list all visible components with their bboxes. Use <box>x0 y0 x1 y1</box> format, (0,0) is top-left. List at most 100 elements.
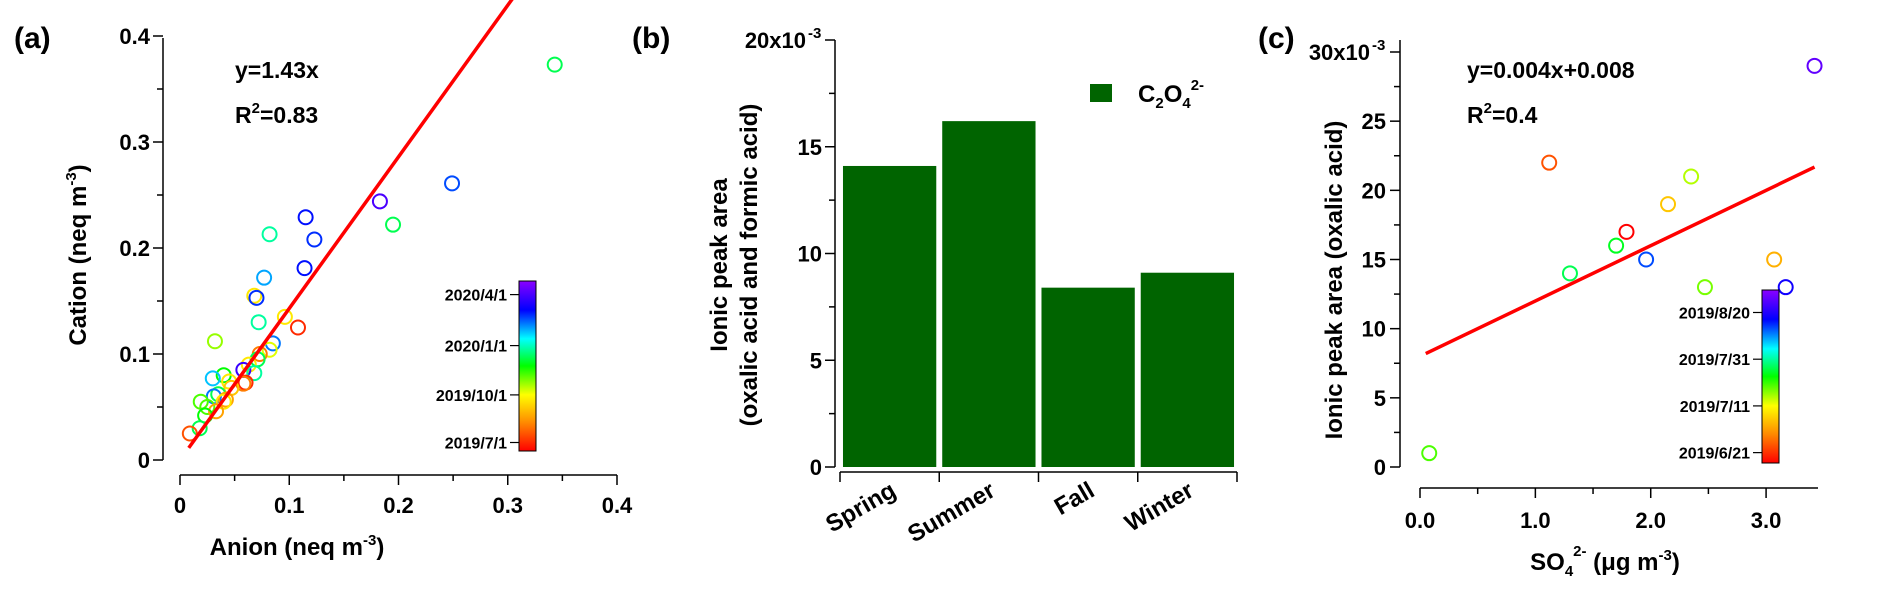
panel-a-colorbar-tick-label: 2020/4/1 <box>445 288 507 305</box>
panel-b-legend-label: C2O42- <box>1138 77 1204 112</box>
panel-c-data-point <box>1421 445 1438 462</box>
panel-b-plot-area: 0 5 10 15 20x10 -3 Spring Summer Fall Winter <box>745 25 1238 548</box>
panel-a-data-point <box>240 356 257 373</box>
panel-a-data-point <box>248 289 265 306</box>
panel-b-x-tick-label: Fall <box>1050 477 1099 521</box>
panel-a-fit-line <box>187 0 514 449</box>
panel-a-colorbar-tick-label: 2020/1/1 <box>445 339 507 356</box>
panel-b-x-tick-label: Spring <box>821 477 900 538</box>
panel-c-y-tick-label: 15 <box>1362 248 1386 273</box>
panel-a-y-tick-label: 0.2 <box>119 236 150 261</box>
panel-b-y-tick-label: 20x10 <box>745 28 806 53</box>
panel-c-plot-area: 0 5 10 15 20 25 30x10 -3 0.0 1.0 2.0 3.0 <box>1309 37 1823 533</box>
panel-c-x-tick-label: 0.0 <box>1405 508 1436 533</box>
panel-c-equation: y=0.004x+0.008 <box>1467 57 1635 83</box>
panel-a-data-point <box>371 193 388 210</box>
panel-a-data-point <box>276 308 293 325</box>
panel-c-data-point <box>1766 251 1783 268</box>
panel-b-x-tick-label: Summer <box>903 477 1000 548</box>
panel-c-colorbar-tick-label: 2019/6/21 <box>1679 446 1750 463</box>
panel-c-data-point <box>1638 251 1655 268</box>
panel-c-x-tick-label: 1.0 <box>1520 508 1551 533</box>
panel-b-y-axis-title-line1: Ionic peak area <box>706 178 733 352</box>
panel-c-y-tick-exponent: -3 <box>1372 37 1385 54</box>
panel-c-label: (c) <box>1258 22 1295 55</box>
panel-c-data-point <box>1618 223 1635 240</box>
panel-a-data-point <box>215 393 232 410</box>
panel-a-x-tick-label: 0.3 <box>492 493 523 518</box>
panel-c: (c) 0 5 10 15 20 25 30x10 -3 0.0 1.0 2.0 3.0 y=0.00… <box>1258 22 1823 580</box>
panel-a-y-tick-label: 0 <box>138 448 150 473</box>
panel-c-data-point <box>1561 265 1578 282</box>
panel-a-data-point <box>250 314 267 331</box>
panel-c-fit-line <box>1425 165 1816 356</box>
panel-a-data-point <box>444 175 461 192</box>
panel-c-y-tick-label: 0 <box>1374 455 1386 480</box>
panel-a-data-point <box>208 403 225 420</box>
panel-a-x-axis-title: Anion (neq m-3) <box>210 532 385 561</box>
panel-b-y-tick-label: 0 <box>810 455 822 480</box>
panel-c-data-point <box>1696 279 1713 296</box>
panel-a-y-tick-label: 0.1 <box>119 342 150 367</box>
panel-b-bar-winter <box>1140 272 1235 467</box>
panel-c-data-point <box>1608 237 1625 254</box>
panel-a-data-point <box>297 209 314 226</box>
panel-a-label: (a) <box>14 22 51 55</box>
panel-b-y-tick-label: 5 <box>810 348 822 373</box>
panel-a-colorbar <box>518 280 537 452</box>
panel-c-y-tick-label: 5 <box>1374 386 1386 411</box>
panel-a-data-point <box>296 260 313 277</box>
panel-a-data-point <box>306 231 323 248</box>
panel-c-y-tick-label: 20 <box>1362 178 1386 203</box>
panel-a-data-point <box>256 269 273 286</box>
panel-a-y-tick-label: 0.3 <box>119 130 150 155</box>
panel-a-y-tick-label: 0.4 <box>119 24 150 49</box>
panel-a-x-tick-label: 0 <box>174 493 186 518</box>
panel-b-y-tick-label: 10 <box>798 242 822 267</box>
panel-c-data-point <box>1777 279 1794 296</box>
panel-a-data-point <box>246 287 263 304</box>
panel-c-y-axis-title: Ionic peak area (oxalic acid) <box>1321 121 1348 440</box>
panel-a-data-point <box>261 226 278 243</box>
panel-c-colorbar-tick-label: 2019/7/11 <box>1680 399 1750 416</box>
panel-a-equation: y=1.43x <box>235 57 319 83</box>
panel-a-data-point <box>261 341 278 358</box>
panel-c-y-tick-label: 10 <box>1362 317 1386 342</box>
panel-a-x-tick-label: 0.4 <box>602 493 633 518</box>
panel-b-bars <box>842 121 1235 467</box>
panel-c-colorbar-tick-label: 2019/8/20 <box>1679 305 1750 322</box>
panel-c-data-point <box>1541 154 1558 171</box>
panel-b-bar-fall <box>1041 287 1135 467</box>
panel-b-y-tick-exponent: -3 <box>808 25 821 42</box>
panel-b-x-tick-label: Winter <box>1120 477 1198 538</box>
panel-a-data-point <box>204 370 221 387</box>
panel-b-bar-summer <box>942 121 1036 467</box>
panel-b-y-axis-title-line2: (oxalic acid and formic acid) <box>736 104 763 427</box>
panel-a-data-point <box>206 333 223 350</box>
panel-a-axes: 00 0.1 0.1 0.2 0.2 0.3 0.3 0.4 0.4 <box>119 24 633 518</box>
panel-c-r2: R2=0.4 <box>1467 100 1538 128</box>
panel-a-data-point <box>181 425 198 442</box>
panel-a-data-point <box>385 216 402 233</box>
panel-a-colorbar-tick-label: 2019/10/1 <box>436 388 507 405</box>
panel-a-data-point <box>199 399 216 415</box>
panel-c-colorbar-ticks: 2019/8/20 2019/7/31 2019/7/11 2019/6/21 <box>1679 305 1762 463</box>
panel-a-x-tick-label: 0.2 <box>383 493 414 518</box>
panel-c-y-tick-label: 30x10 <box>1309 40 1370 65</box>
panel-c-points <box>1421 57 1823 462</box>
panel-c-x-tick-label: 2.0 <box>1635 508 1666 533</box>
panel-a-data-point <box>217 391 234 408</box>
panel-c-x-axis-title: SO42- (μg m-3) <box>1530 543 1680 580</box>
panel-b-y-tick-label: 15 <box>798 135 822 160</box>
panel-a-r2: R2=0.83 <box>235 100 318 128</box>
panel-c-data-point <box>1683 168 1700 185</box>
panel-a-data-point <box>246 365 263 382</box>
panel-a-y-axis-title: Cation (neq m-3) <box>63 164 92 345</box>
panel-c-colorbar-tick-label: 2019/7/31 <box>1679 352 1750 369</box>
panel-a: (a) 00 0.1 0.1 0.2 0.2 0.3 0.3 0.4 0.4 y=1.43x R… <box>14 0 633 561</box>
panel-a-x-tick-label: 0.1 <box>274 493 305 518</box>
panel-a-plot-area: 00 0.1 0.1 0.2 0.2 0.3 0.3 0.4 0.4 <box>119 0 633 518</box>
panel-b-bar-spring <box>842 165 937 467</box>
panel-c-axes: 0 5 10 15 20 25 30x10 -3 0.0 1.0 2.0 3.0 <box>1309 37 1818 533</box>
